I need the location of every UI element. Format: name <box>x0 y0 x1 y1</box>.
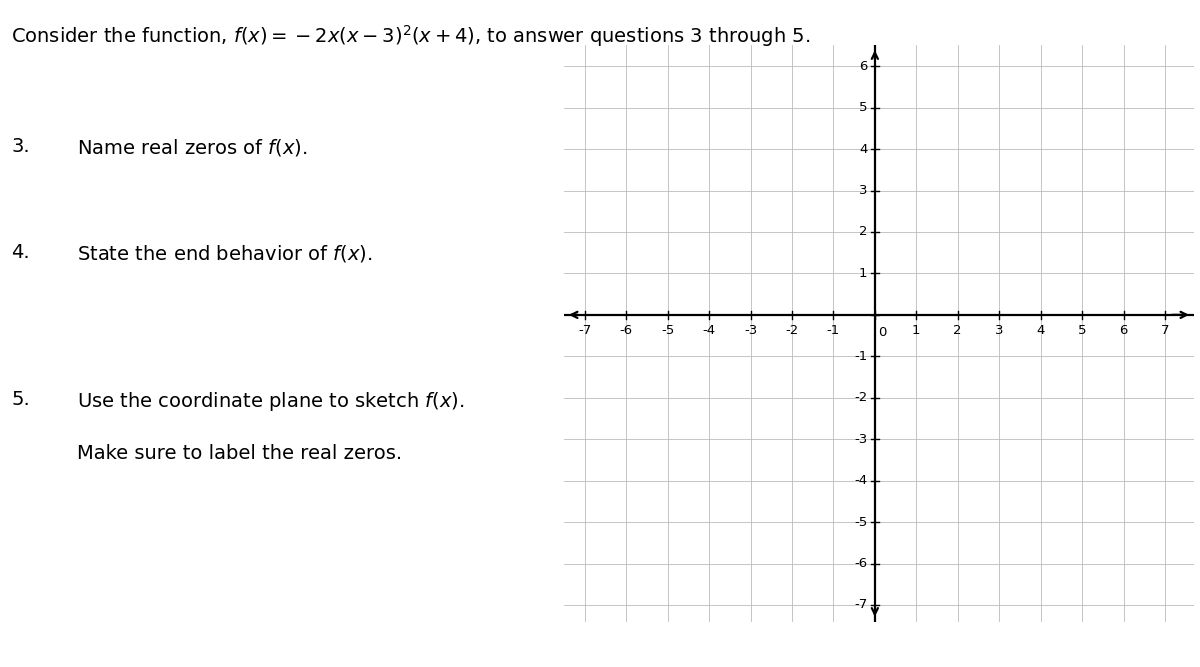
Text: 3.: 3. <box>11 137 30 155</box>
Text: 5: 5 <box>1078 324 1086 337</box>
Text: -5: -5 <box>854 516 868 528</box>
Text: -5: -5 <box>661 324 674 337</box>
Text: 4.: 4. <box>11 243 30 262</box>
Text: 4: 4 <box>859 143 868 155</box>
Text: 1: 1 <box>859 267 868 280</box>
Text: 0: 0 <box>878 326 887 340</box>
Text: Name real zeros of $f(x)$.: Name real zeros of $f(x)$. <box>77 137 308 157</box>
Text: -3: -3 <box>744 324 757 337</box>
Text: -2: -2 <box>854 392 868 404</box>
Text: 2: 2 <box>954 324 962 337</box>
Text: 3: 3 <box>859 184 868 197</box>
Text: -7: -7 <box>854 598 868 612</box>
Text: 6: 6 <box>1120 324 1128 337</box>
Text: Make sure to label the real zeros.: Make sure to label the real zeros. <box>77 444 402 462</box>
Text: -7: -7 <box>578 324 592 337</box>
Text: 5.: 5. <box>11 390 30 409</box>
Text: 5: 5 <box>859 101 868 114</box>
Text: -4: -4 <box>702 324 715 337</box>
Text: Use the coordinate plane to sketch $f(x)$.: Use the coordinate plane to sketch $f(x)… <box>77 390 464 413</box>
Text: 7: 7 <box>1160 324 1169 337</box>
Text: State the end behavior of $f(x)$.: State the end behavior of $f(x)$. <box>77 243 373 264</box>
Text: 4: 4 <box>1037 324 1045 337</box>
Text: 2: 2 <box>859 225 868 239</box>
Text: 6: 6 <box>859 59 868 73</box>
Text: -3: -3 <box>854 433 868 446</box>
Text: -1: -1 <box>854 350 868 363</box>
Text: -4: -4 <box>854 474 868 487</box>
Text: -6: -6 <box>619 324 632 337</box>
Text: Consider the function, $f(x) = -2x(x-3)^2(x+4)$, to answer questions 3 through 5: Consider the function, $f(x) = -2x(x-3)^… <box>11 23 810 49</box>
Text: -1: -1 <box>827 324 840 337</box>
Text: 1: 1 <box>912 324 920 337</box>
Text: -2: -2 <box>785 324 798 337</box>
Text: 3: 3 <box>995 324 1003 337</box>
Text: -6: -6 <box>854 557 868 570</box>
